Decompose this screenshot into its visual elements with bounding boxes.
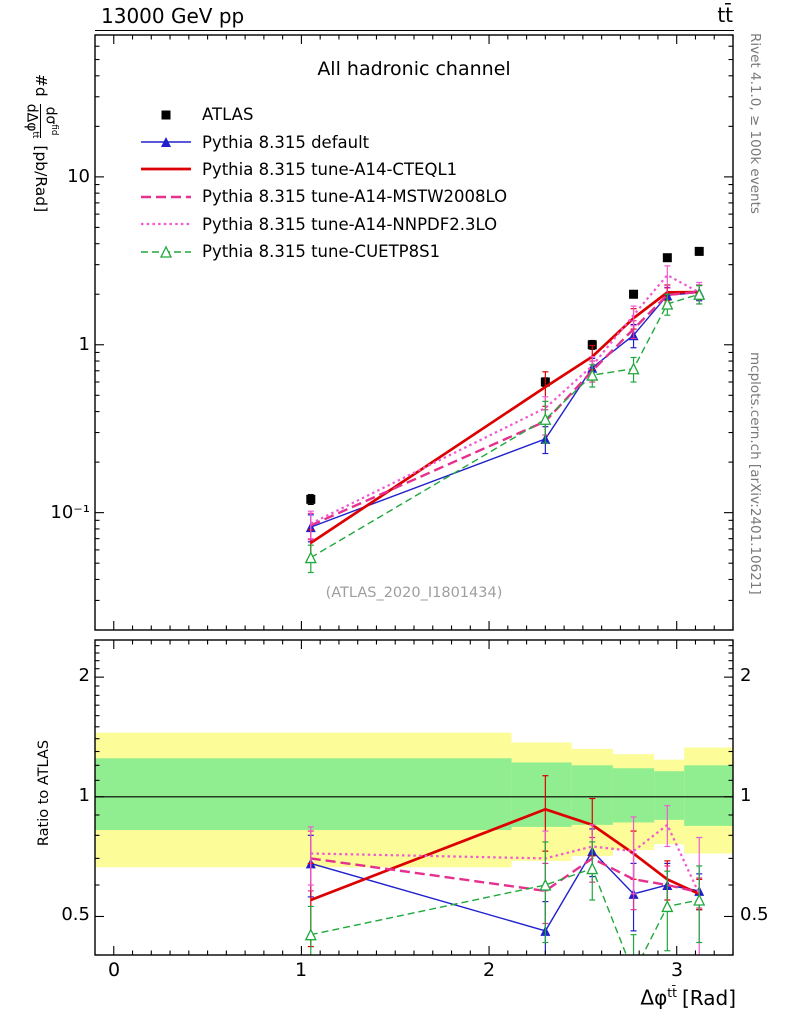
plot-title: All hadronic channel [317,58,511,80]
legend-item-a14-mstw2008lo: Pythia 8.315 tune-A14-MSTW2008LO [139,183,507,210]
legend-label: ATLAS [202,105,254,125]
legend-item-cuetp8s1: Pythia 8.315 tune-CUETP8S1 [139,238,507,265]
legend-label: Pythia 8.315 tune-A14-MSTW2008LO [202,187,508,207]
process-title: tt̄ [717,3,733,27]
main-y-axis-label: #d dσfid dΔφtt̄ [pb/Rad] [18,37,64,249]
legend-item-pythia-default: Pythia 8.315 default [139,128,507,155]
mcplots-reference-note: mcplots.cern.ch [arXiv:2401.10621] [747,352,763,595]
xtick-3: 3 [670,959,684,981]
xtick-0: 0 [107,959,121,981]
ratio-ytick-right-0p5: 0.5 [740,904,769,925]
ylabel-units: [pb/Rad] [32,145,50,213]
x-axis-label: Δφtt̄ [Rad] [640,985,736,1010]
ylabel-fraction: dσfid dΔφtt̄ [23,103,60,139]
ylabel-prefix: #d [32,73,50,97]
ratio-ytick-left-2: 2 [78,665,90,686]
ratio-ytick-left-0p5: 0.5 [61,904,90,925]
analysis-watermark: (ATLAS_2020_I1801434) [325,585,503,601]
legend-marker-pythia-default-icon [141,137,191,148]
legend-label: Pythia 8.315 tune-A14-NNPDF2.3LO [202,214,498,234]
legend-item-a14-nnpdf23lo: Pythia 8.315 tune-A14-NNPDF2.3LO [139,211,507,238]
main-ytick-0p1: 10⁻¹ [50,502,90,523]
legend-item-a14-cteql1: Pythia 8.315 tune-A14-CTEQL1 [139,156,507,183]
legend-marker-a14-cteql1-icon [141,168,191,171]
legend-label: Pythia 8.315 default [202,132,370,152]
ratio-y-axis-label: Ratio to ATLAS [36,739,52,847]
beam-energy-title: 13000 GeV pp [101,4,245,28]
legend: ATLAS Pythia 8.315 default Pythia 8.315 … [139,101,507,265]
legend-marker-a14-mstw2008lo-icon [141,195,191,199]
main-ytick-1: 1 [78,334,90,355]
legend-marker-cuetp8s1-icon [141,245,191,258]
rivet-version-note: Rivet 4.1.0, ≥ 100k events [747,33,763,214]
ratio-ytick-left-1: 1 [78,785,90,806]
header-rule [95,30,734,31]
xtick-1: 1 [294,959,308,981]
legend-marker-atlas-icon [161,110,171,120]
xtick-2: 2 [482,959,496,981]
legend-marker-a14-nnpdf23lo-icon [141,223,191,226]
ratio-ytick-right-2: 2 [740,665,752,686]
legend-label: Pythia 8.315 tune-A14-CTEQL1 [202,159,458,179]
ratio-ytick-right-1: 1 [740,785,752,806]
legend-label: Pythia 8.315 tune-CUETP8S1 [202,242,441,262]
main-ytick-10: 10 [67,166,90,187]
legend-item-atlas: ATLAS [139,101,507,128]
